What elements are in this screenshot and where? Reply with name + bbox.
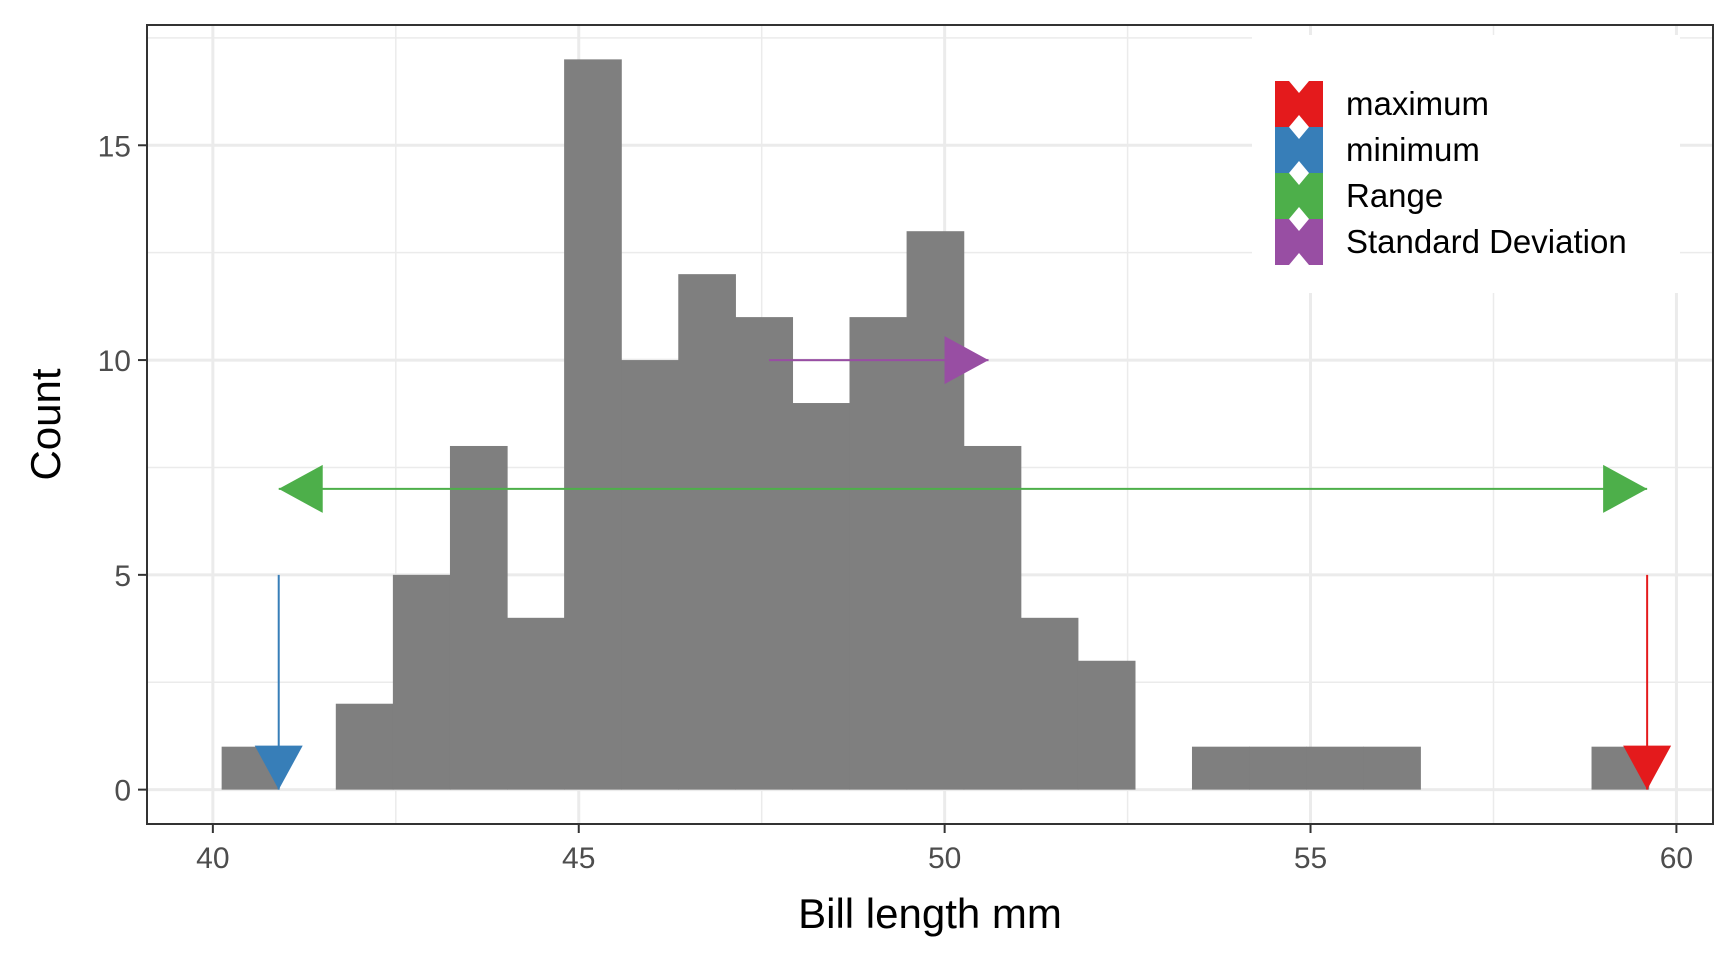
legend-item: minimum [1275,127,1480,173]
histogram-bar [1249,746,1307,790]
arrow-minimum [254,574,303,790]
y-axis-title: Count [22,368,69,480]
annotation-arrows [254,336,1672,790]
histogram-bar [621,360,679,790]
histogram-bars [221,59,1650,790]
legend-label: Standard Deviation [1346,223,1627,260]
histogram-bar [392,574,451,790]
histogram-bar [335,703,394,790]
histogram-bar [678,274,736,790]
y-tick-label: 5 [114,560,131,593]
y-axis: 0 5 10 15 [98,130,147,808]
histogram-bar [564,59,622,790]
legend-key-notch [1289,81,1309,93]
legend-label: minimum [1346,131,1480,168]
histogram-bar [1020,617,1079,790]
histogram-bar [1077,660,1136,790]
histogram-bar [963,445,1022,790]
arrow-head [944,336,989,385]
legend: maximum minimum Range Standard Deviation [1252,35,1680,293]
x-tick-label: 40 [196,842,229,875]
y-tick-label: 15 [98,130,131,163]
legend-key-notch [1289,219,1309,231]
arrow-maximum [1623,574,1672,790]
legend-key-notch [1289,127,1309,139]
legend-key-notch [1289,207,1309,219]
x-tick-label: 45 [562,842,595,875]
legend-item: Standard Deviation [1275,219,1627,265]
legend-label: Range [1346,177,1443,214]
histogram-bar [906,231,965,790]
histogram-bar [1191,746,1250,790]
legend-background [1252,35,1680,293]
x-axis-title: Bill length mm [798,890,1062,937]
x-tick-label: 55 [1294,842,1327,875]
histogram-bar [1363,746,1421,790]
y-tick-label: 10 [98,345,131,378]
histogram-bar [849,317,908,790]
arrow-head [278,464,323,513]
arrow-head [1603,464,1648,513]
x-tick-label: 60 [1660,842,1693,875]
legend-label: maximum [1346,85,1489,122]
legend-key-notch [1289,253,1309,265]
legend-item: maximum [1275,81,1489,127]
panel-border [146,24,1714,825]
histogram-bar [507,617,565,790]
y-tick-label: 0 [114,775,131,808]
histogram-bar [1306,746,1364,790]
x-tick-label: 50 [928,842,961,875]
x-axis: 40 45 50 55 60 [196,824,1693,875]
histogram-bar [792,403,851,790]
histogram-bar [735,317,794,790]
histogram-bar [449,445,508,790]
arrow-head [254,745,303,790]
legend-key-notch [1289,115,1309,127]
legend-item: Range [1275,173,1443,219]
arrow-range [278,464,1648,513]
legend-key-notch [1289,173,1309,185]
legend-key-notch [1289,161,1309,173]
arrow-standard-deviation [769,336,989,385]
arrow-head [1623,745,1672,790]
